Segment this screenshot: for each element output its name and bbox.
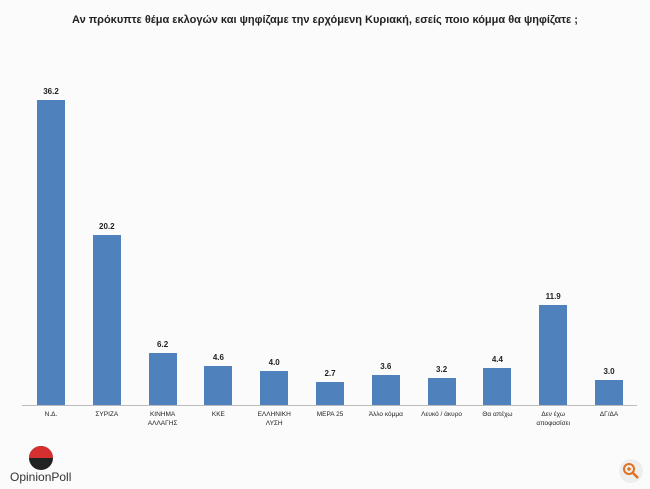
- x-tick-label: ΜΕΡΑ 25: [316, 411, 344, 418]
- bar: [427, 378, 456, 405]
- bar: [595, 379, 623, 405]
- bar: [316, 382, 344, 405]
- logo-icon: [29, 446, 53, 470]
- bar: [37, 100, 65, 405]
- bar: [539, 304, 568, 405]
- x-tick-label: Ν.Δ.: [44, 411, 58, 418]
- value-label: 2.7: [324, 369, 336, 379]
- x-tick-label: ΚΙΝΗΜΑ ΑΛΛΑΓΗΣ: [147, 411, 178, 427]
- value-label: 11.9: [545, 291, 561, 301]
- bar: [371, 374, 400, 405]
- x-tick-label: Άλλο κόμμα: [368, 411, 403, 418]
- zoom-icon[interactable]: [618, 458, 644, 484]
- value-label: 3.6: [380, 361, 392, 371]
- x-tick-label: ΕΛΛΗΝΙΚΗ ΛΥΣΗ: [257, 411, 291, 427]
- value-label: 3.0: [603, 366, 615, 376]
- x-tick-label: Λευκό / άκυρο: [421, 411, 463, 418]
- x-tick-label: Θα απέχω: [482, 411, 513, 418]
- bar: [148, 352, 177, 405]
- value-label: 20.2: [99, 221, 115, 231]
- value-label: 4.4: [491, 354, 503, 364]
- bar: [204, 366, 233, 405]
- chart-title: Αν πρόκυπτε θέμα εκλογών και ψηφίζαμε τη…: [72, 14, 578, 26]
- logo: OpinionPoll: [10, 470, 72, 484]
- bar: [260, 371, 289, 405]
- bar: [92, 234, 121, 405]
- x-tick-label: ΣΥΡΙΖΑ: [95, 411, 119, 418]
- x-tick-label: ΔΓ/ΔΑ: [599, 411, 619, 418]
- baseline: [22, 405, 637, 406]
- value-label: 4.0: [268, 358, 280, 368]
- bar: [483, 367, 512, 405]
- x-tick-label: Δεν έχω αποφασίσει: [536, 411, 570, 427]
- value-label: 3.2: [436, 365, 448, 375]
- x-tick-label: ΚΚΕ: [211, 411, 225, 418]
- value-label: 4.6: [212, 353, 224, 363]
- value-label: 6.2: [157, 339, 169, 349]
- value-label: 36.2: [43, 87, 59, 96]
